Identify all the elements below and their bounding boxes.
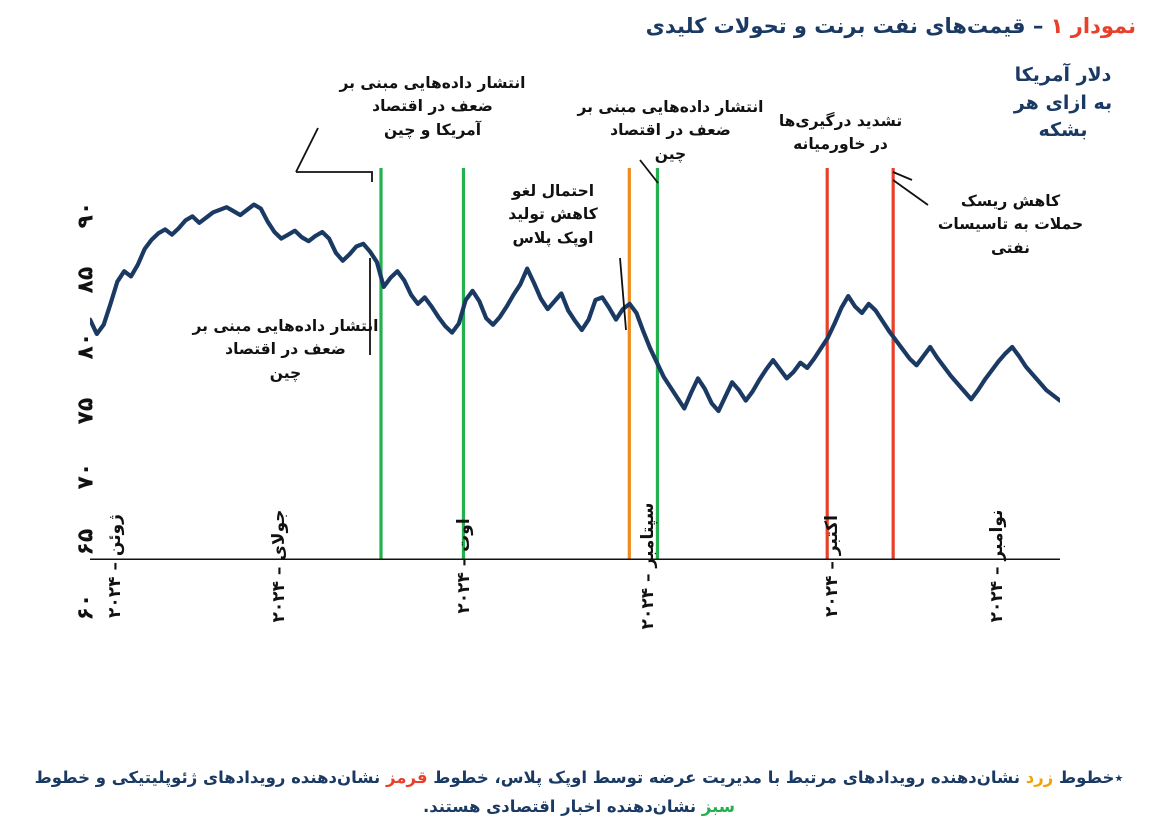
annotation-a3: تشدید درگیری‌ها در خاورمیانه — [778, 112, 903, 154]
price-line — [90, 202, 1060, 414]
annotation-a2: انتشار داده‌هایی مبنی بر ضعف در اقتصاد چین — [577, 98, 764, 163]
x-tick-label: نوامبر – ۲۰۲۴ — [987, 509, 1008, 623]
chart-number: نمودار ۱ — [1050, 14, 1136, 38]
y-tick-label: ۷۰ — [73, 462, 99, 490]
y-tick-label: ۹۰ — [73, 201, 99, 229]
footnote-yellow: زرد — [1025, 768, 1054, 788]
y-tick-label: ۸۵ — [73, 266, 99, 294]
y-tick-label: ۷۵ — [73, 397, 99, 425]
footnote-green: سبز — [701, 797, 736, 817]
y-tick-label: ۸۰ — [73, 332, 99, 360]
leader-a1 — [295, 127, 319, 173]
footnote-red: قرمز — [386, 768, 428, 788]
title-text: قیمت‌های نفت برنت و تحولات کلیدی — [645, 14, 1026, 38]
footnote-part4: نشان‌دهنده اخبار اقتصادی هستند. — [422, 797, 702, 817]
title-dash: – — [1025, 14, 1051, 38]
footnote-part1: ٭خطوط — [1053, 768, 1124, 788]
x-tick-label: اوت – ۲۰۲۴ — [453, 518, 474, 614]
annotation-a1: انتشار داده‌هایی مبنی بر ضعف در اقتصاد آمر… — [339, 74, 526, 139]
x-tick-label: سپتامبر – ۲۰۲۴ — [638, 502, 659, 630]
plot-area — [90, 168, 1060, 560]
x-tick-label: ژوئن – ۲۰۲۴ — [104, 514, 125, 618]
chart-svg — [90, 168, 1060, 560]
footnote-part3: نشان‌دهنده رویدادهای ژئوپلیتیکی و خطوط — [34, 768, 386, 788]
footnote: ٭خطوط زرد نشان‌دهنده رویدادهای مرتبط با … — [0, 764, 1158, 822]
footnote-part2: نشان‌دهنده رویدادهای مرتبط با مدیریت عرض… — [427, 768, 1026, 788]
page-title: نمودار ۱ – قیمت‌های نفت برنت و تحولات کل… — [646, 14, 1136, 38]
annotation-a5: احتمال لغو کاهش تولید اوپک پلاس — [508, 182, 598, 247]
y-tick-label: ۶۰ — [73, 593, 99, 621]
annotation-a6: انتشار داده‌هایی مبنی بر ضعف در اقتصاد چین — [192, 317, 379, 382]
x-tick-label: جولای – ۲۰۲۴ — [269, 509, 290, 623]
annotation-a4: کاهش ریسک حملات به تاسیسات نفتی — [937, 192, 1084, 257]
y-tick-label: ۶۵ — [73, 528, 99, 556]
y-axis-title: دلار آمریکا به ازای هر بشکه — [1013, 64, 1113, 142]
x-tick-label: اکتبر – ۲۰۲۴ — [822, 514, 843, 618]
